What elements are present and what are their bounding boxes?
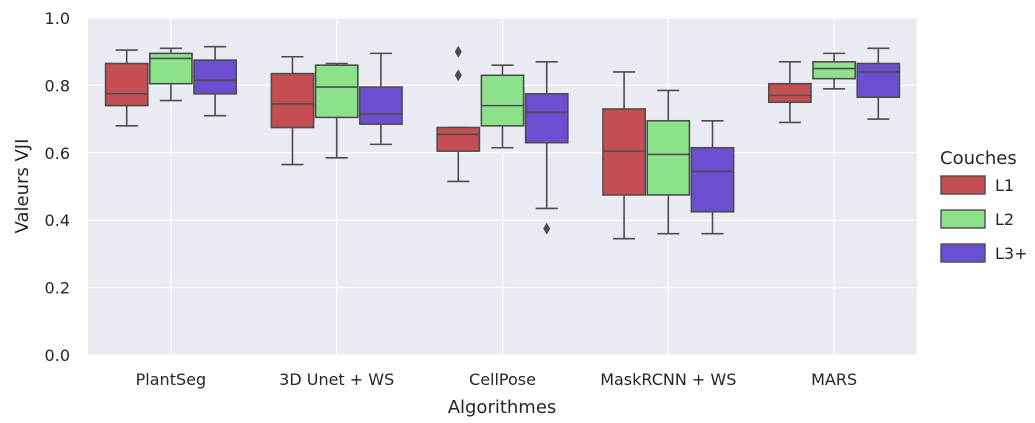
box-iqr	[812, 61, 857, 80]
legend-label: L2	[995, 210, 1014, 229]
outlier-point	[454, 45, 462, 58]
box-iqr	[193, 59, 238, 95]
box-iqr	[270, 72, 315, 129]
box-l2-0	[148, 47, 193, 102]
y-tick-labels: 0.0 0.2 0.4 0.6 0.8 1.0	[45, 9, 70, 365]
box-l2-3	[646, 89, 691, 235]
x-tick-label: 3D Unet + WS	[279, 370, 394, 389]
box-l2-1	[314, 62, 359, 159]
x-tick-label: PlantSeg	[136, 370, 206, 389]
box-iqr	[646, 119, 691, 196]
y-tick-label: 0.6	[45, 144, 70, 163]
box-iqr	[436, 126, 481, 152]
legend-swatch	[940, 243, 986, 263]
box-l2-2	[480, 64, 525, 149]
box-l2-4	[812, 52, 857, 90]
legend-swatch	[940, 175, 986, 195]
y-axis-title: Valeurs VJI	[12, 139, 33, 234]
box-l1-0	[104, 49, 149, 127]
box-iqr	[104, 62, 149, 107]
legend-title: Couches	[940, 148, 1017, 169]
y-tick-label: 1.0	[45, 9, 70, 28]
box-l3-3	[690, 119, 735, 235]
y-tick-label: 0.2	[45, 279, 70, 298]
y-tick-label: 0.0	[45, 346, 70, 365]
box-iqr	[690, 146, 735, 213]
legend-item: L3+	[940, 243, 1028, 263]
box-iqr	[480, 74, 525, 127]
box-l3-4	[856, 47, 901, 120]
x-axis-title: Algorithmes	[448, 397, 557, 418]
x-tick-label: MaskRCNN + WS	[600, 370, 736, 389]
box-iqr	[524, 93, 569, 144]
box-iqr	[856, 62, 901, 98]
box-l1-3	[602, 71, 646, 240]
legend-items: L1 L2 L3+	[940, 175, 1028, 263]
outlier-point	[454, 69, 462, 82]
legend-item: L1	[940, 175, 1014, 195]
y-tick-label: 0.4	[45, 211, 70, 230]
legend-label: L3+	[995, 244, 1028, 263]
box-l1-1	[270, 55, 315, 166]
y-tick-label: 0.8	[45, 76, 70, 95]
legend: Couches L1 L2 L3+	[940, 148, 1028, 263]
x-tick-label: MARS	[811, 370, 857, 389]
box-l3-0	[193, 45, 238, 117]
legend-item: L2	[940, 209, 1014, 229]
outlier-point	[543, 222, 551, 235]
box-iqr	[602, 108, 646, 196]
box-l1-2	[436, 45, 481, 183]
box-groups	[104, 45, 901, 240]
box-iqr	[767, 82, 812, 104]
x-tick-label: CellPose	[469, 370, 536, 389]
legend-label: L1	[995, 176, 1014, 195]
box-l1-4	[767, 61, 812, 124]
legend-swatch	[940, 209, 986, 229]
box-l3-1	[359, 52, 403, 146]
box-l3-2	[524, 61, 569, 235]
box-iqr	[314, 64, 359, 119]
box-iqr	[359, 86, 403, 125]
x-tick-labels: PlantSeg 3D Unet + WS CellPose MaskRCNN + W…	[136, 370, 857, 389]
